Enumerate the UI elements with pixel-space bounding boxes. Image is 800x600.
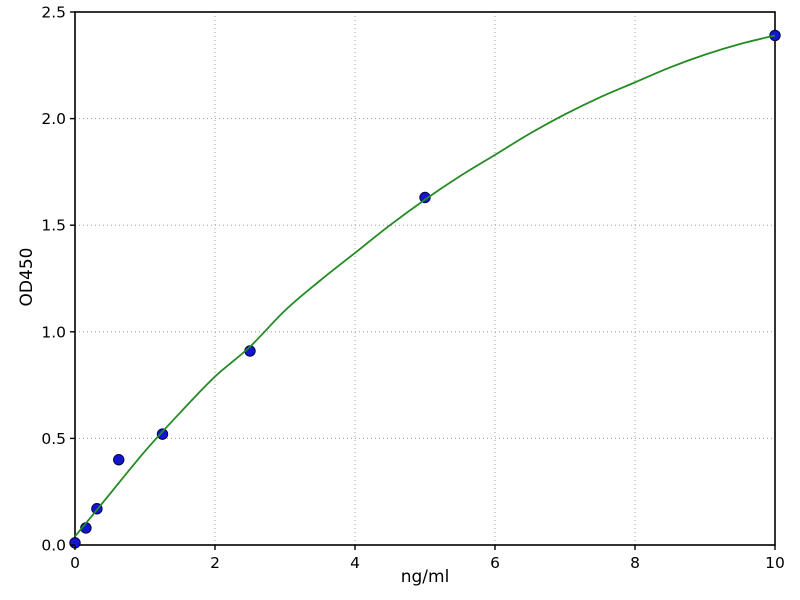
x-tick-label: 2: [210, 554, 220, 572]
x-tick-label: 0: [70, 554, 80, 572]
y-tick-label: 1.0: [41, 323, 66, 341]
x-tick-label: 8: [630, 554, 640, 572]
x-tick-label: 10: [765, 554, 785, 572]
x-tick-label: 4: [350, 554, 360, 572]
y-tick-label: 2.5: [41, 4, 66, 22]
y-axis-label: OD450: [17, 247, 37, 307]
y-tick-label: 0.5: [41, 430, 66, 448]
x-axis-label: ng/ml: [400, 567, 450, 587]
fit-curve: [74, 34, 776, 538]
data-point: [419, 191, 431, 204]
y-tick-label: 1.5: [41, 217, 66, 235]
plot-frame: [74, 11, 776, 546]
data-point: [156, 428, 169, 440]
y-tick-label: 2.0: [41, 110, 66, 128]
x-tick-label: 6: [490, 554, 500, 572]
data-point: [113, 454, 125, 466]
y-tick-label: 0.0: [41, 537, 66, 555]
